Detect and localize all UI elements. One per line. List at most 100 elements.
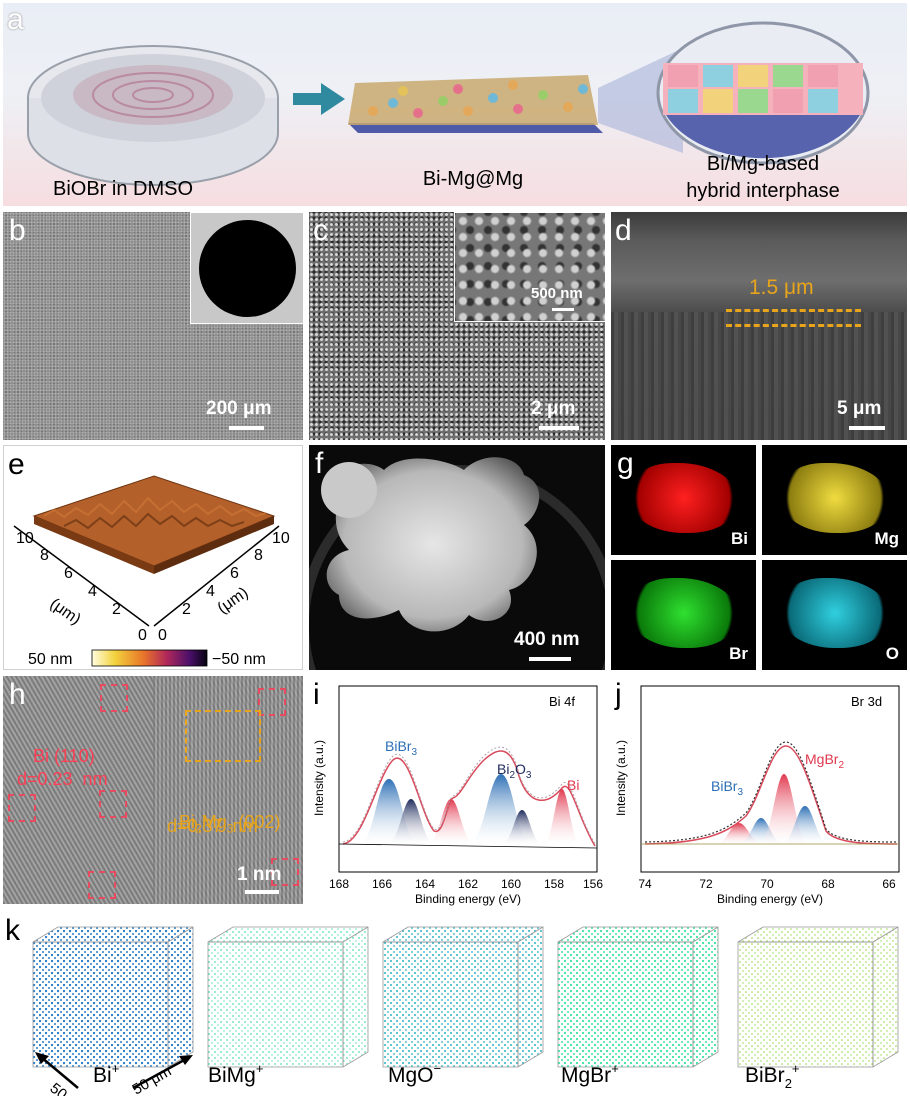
- phase2-d: d=0.37 nm: [167, 816, 258, 836]
- eds-map-br: Br: [611, 560, 756, 670]
- panel-a: a: [3, 3, 907, 206]
- e-tick-left-4: 2: [112, 601, 121, 618]
- inset-scale-bar: [552, 308, 574, 311]
- panel-b-label: b: [9, 214, 26, 247]
- j-xtick-3: 68: [821, 877, 835, 891]
- inset-sem: 500 nm: [454, 212, 605, 322]
- tof-sims-cubes: 50 μm 50 μm Bi+ BiMg+ MgO− MgBr+ BiBr2+: [32, 926, 899, 1096]
- e-tick-right-1: 2: [182, 601, 191, 618]
- e-tick-left-5: 0: [138, 627, 147, 644]
- caption-hybrid-2: hybrid interphase: [686, 180, 839, 202]
- k-ion-mgbr: MgBr+: [561, 1061, 619, 1087]
- particle-cluster: [321, 457, 540, 632]
- peak-bi-1: [427, 799, 475, 844]
- i-title: Bi 4f: [549, 694, 575, 709]
- panel-h-hrtem: h Bi (110) d=0.23 nm Bi2Mg3 (002) d=0.37…: [3, 676, 303, 904]
- cube-bi: [32, 926, 194, 1068]
- i-xtick-3: 162: [458, 877, 478, 891]
- e-tick-right-2: 4: [206, 583, 215, 600]
- i-peak-label-1: BiBr3: [385, 738, 417, 758]
- eds-map-bi: Bi: [611, 445, 756, 555]
- roi-box: [100, 684, 128, 712]
- panel-f-stem: f 400 nm: [309, 445, 605, 670]
- afm-roughness: [43, 496, 267, 530]
- e-unit-left: (μm): [47, 595, 84, 628]
- arrow-icon: [293, 83, 345, 115]
- panel-d-label: d: [615, 214, 632, 247]
- cube-bimg: [207, 926, 369, 1068]
- eds-map-mg: Mg: [762, 445, 907, 555]
- panel-e-afm: e 10 8 6 4 2 0 (μm) 0 2 4 6 8 10 (μm): [3, 445, 303, 670]
- j-xtick-0: 74: [638, 877, 652, 891]
- eds-map-o: O: [762, 560, 907, 670]
- j-xlabel: Binding energy (eV): [717, 892, 823, 906]
- j-xtick-4: 66: [882, 877, 896, 891]
- k-axis-label-1: 50 μm: [47, 1080, 91, 1096]
- panel-b-sem: b 200 μm: [3, 212, 303, 440]
- zoom-circle-icon: [656, 21, 870, 165]
- data-points: [342, 746, 596, 845]
- fit-envelope: [644, 745, 898, 845]
- panel-d-sem: d 1.5 μm 5 μm: [611, 212, 907, 440]
- scale-label: 200 μm: [206, 398, 272, 419]
- petri-dish-icon: [27, 45, 279, 186]
- peak-bi-2: [544, 789, 580, 844]
- colorbar: [91, 649, 208, 667]
- k-ion-bi: Bi+: [93, 1061, 119, 1087]
- j-xtick-2: 70: [760, 877, 774, 891]
- i-xtick-1: 166: [372, 877, 392, 891]
- e-tick-right-4: 8: [254, 547, 263, 564]
- phase1-d: d=0.23 nm: [17, 769, 108, 789]
- j-peak-label-1: BiBr3: [711, 778, 743, 798]
- k-axis-label-2: 50 μm: [130, 1063, 175, 1096]
- cube-mgo: [382, 926, 544, 1068]
- eds-label-o: O: [885, 644, 899, 663]
- scale-bar: [849, 426, 885, 430]
- panel-g-eds: Bi Mg Br O g: [611, 445, 907, 670]
- panel-j-label: j: [615, 678, 622, 711]
- i-ylabel: Intensity (a.u.): [312, 740, 326, 816]
- panel-i-label: i: [313, 678, 320, 711]
- panel-a-label: a: [7, 3, 24, 36]
- caption-bimg: Bi-Mg@Mg: [423, 168, 523, 190]
- panel-k-label: k: [5, 914, 20, 947]
- thickness-line-top: [726, 309, 861, 312]
- disc-icon: [199, 220, 296, 317]
- afm-surface: 10 8 6 4 2 0 (μm) 0 2 4 6 8 10 (μm) 50 n…: [13, 475, 290, 668]
- scale-label: 2 μm: [531, 398, 576, 419]
- eds-label-mg: Mg: [874, 529, 899, 548]
- fit-envelope: [342, 750, 596, 847]
- electrode-slab-icon: [348, 75, 603, 133]
- k-ion-bimg: BiMg+: [208, 1061, 263, 1087]
- i-peak-label-2: Bi2O3: [497, 761, 532, 781]
- panel-j-xps: j Br 3d BiBr3 MgBr2 Intensity (a.u.) 74 …: [611, 676, 907, 906]
- caption-hybrid-1: Bi/Mg-based: [707, 153, 819, 175]
- scale-bar: [539, 426, 579, 430]
- roi-box: [88, 871, 116, 899]
- roi-box: [258, 688, 286, 716]
- i-xtick-5: 158: [544, 877, 564, 891]
- scale-label: 5 μm: [837, 398, 882, 419]
- panel-i-xps: i Bi 4f BiBr3 Bi2O3 Bi Intensity (a.u.) …: [309, 676, 605, 906]
- k-ion-bibr2: BiBr2+: [745, 1061, 800, 1091]
- cube-mgbr: [557, 926, 719, 1068]
- thickness-label: 1.5 μm: [749, 276, 814, 299]
- j-ylabel: Intensity (a.u.): [614, 740, 628, 816]
- j-xtick-1: 72: [699, 877, 713, 891]
- peak-bibr3-2: [387, 799, 435, 844]
- caption-biobr: BiOBr in DMSO: [53, 178, 193, 200]
- cube-bibr2: [737, 926, 899, 1068]
- e-tick-right-3: 6: [230, 565, 239, 582]
- roi-box-yellow: [185, 710, 261, 762]
- data-points: [644, 741, 898, 843]
- j-title: Br 3d: [851, 694, 882, 709]
- colorbar-min: 50 nm: [28, 651, 72, 668]
- i-xtick-0: 168: [329, 877, 349, 891]
- panel-h-label: h: [9, 678, 26, 711]
- k-ion-mgo: MgO−: [388, 1061, 441, 1087]
- cross-section-texture: [611, 312, 907, 440]
- colorbar-max: −50 nm: [212, 651, 266, 668]
- scale-label: 400 nm: [514, 629, 580, 650]
- thickness-line-bottom: [726, 324, 861, 327]
- e-tick-left-1: 8: [40, 547, 49, 564]
